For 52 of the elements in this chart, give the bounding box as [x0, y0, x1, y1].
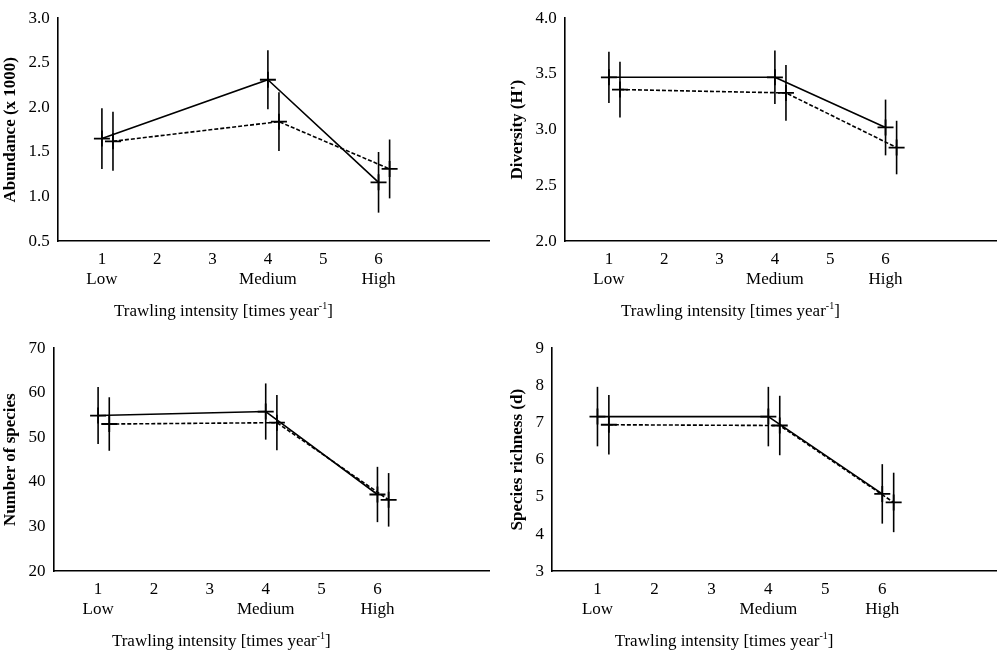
- y-tick-label: 70: [28, 337, 46, 357]
- x-tick-label: 3: [715, 248, 724, 268]
- x-tick-label: 4 Medium: [236, 578, 295, 619]
- y-tick-label: 2.0: [28, 96, 50, 116]
- x-tick-label: 5: [317, 578, 326, 598]
- y-tick-label: 30: [28, 516, 46, 536]
- x-tick-label: 4 Medium: [746, 248, 804, 289]
- y-axis-title: Species richness (d): [506, 388, 526, 531]
- x-tick-label: 1 Low: [581, 578, 614, 619]
- y-tick-label: 8: [535, 374, 544, 394]
- y-tick-label: 3: [535, 560, 544, 580]
- y-tick-label: 1.5: [28, 141, 50, 161]
- x-tick-label: 3: [205, 578, 215, 598]
- y-tick-label: 5: [535, 486, 544, 506]
- y-tick-label: 2.0: [535, 230, 557, 250]
- y-tick-label: 4: [535, 523, 545, 543]
- x-tick-label: 1 Low: [593, 248, 626, 289]
- x-tick-label: 4 Medium: [239, 248, 297, 289]
- x-tick-label: 6 High: [361, 248, 397, 289]
- y-tick-label: 4.0: [535, 7, 557, 27]
- y-axis-title: Diversity (H'): [506, 79, 526, 180]
- y-tick-label: 40: [28, 471, 46, 491]
- x-tick-label: 6 High: [360, 578, 395, 619]
- x-tick-label: 5: [825, 248, 835, 268]
- y-axis-title: Number of species: [0, 392, 19, 527]
- x-tick-label: 6 High: [865, 578, 900, 619]
- x-tick-label: 3: [208, 248, 217, 268]
- y-tick-label: 1.0: [28, 186, 50, 206]
- x-tick-label: 5: [821, 578, 830, 598]
- y-tick-label: 3.5: [535, 63, 557, 83]
- y-tick-label: 0.5: [28, 230, 50, 250]
- y-tick-label: 60: [28, 382, 46, 402]
- x-tick-label: 1 Low: [86, 248, 119, 289]
- x-tick-label: 2: [149, 578, 159, 598]
- y-tick-label: 2.5: [535, 174, 557, 194]
- y-tick-label: 50: [28, 426, 46, 446]
- y-tick-label: 2.5: [28, 52, 50, 72]
- y-tick-label: 7: [535, 412, 545, 431]
- x-tick-label: 2: [659, 248, 669, 268]
- x-tick-label: 2: [152, 248, 162, 268]
- y-tick-label: 9: [535, 337, 544, 357]
- y-tick-label: 3.0: [28, 7, 50, 27]
- x-tick-label: 3: [707, 578, 716, 598]
- x-tick-label: 5: [318, 248, 328, 268]
- x-tick-label: 6 High: [868, 248, 904, 289]
- y-tick-label: 6: [535, 449, 544, 469]
- y-tick-label: 20: [28, 560, 46, 580]
- x-tick-label: 4 Medium: [739, 578, 798, 619]
- x-tick-label: 2: [650, 578, 659, 598]
- y-tick-label: 3.0: [535, 119, 557, 139]
- y-axis-title: Abundance (x 1000): [0, 56, 19, 203]
- x-tick-label: 1 Low: [82, 578, 115, 619]
